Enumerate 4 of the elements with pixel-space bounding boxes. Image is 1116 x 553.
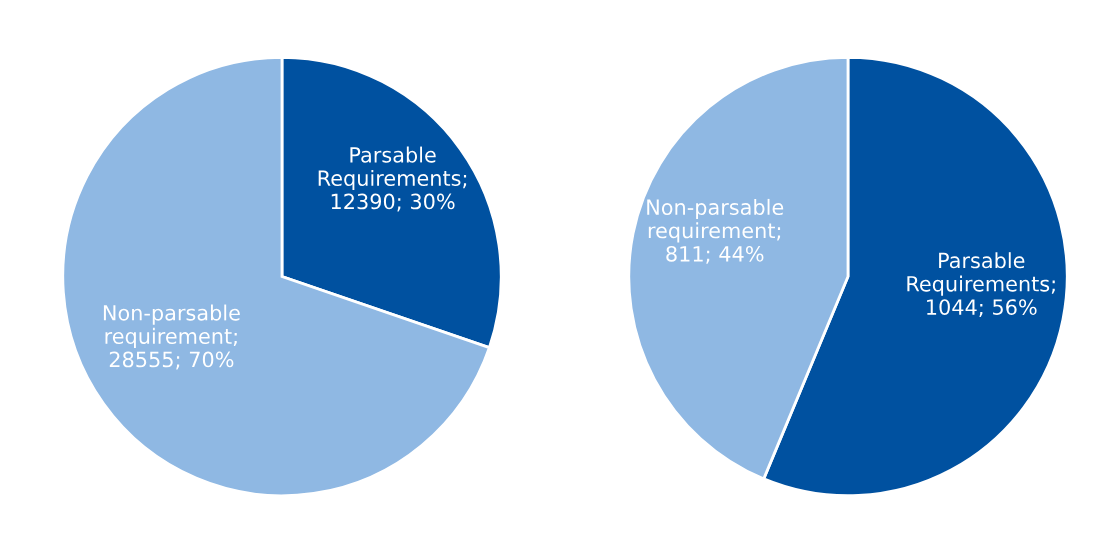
- slice-label: Parsable Requirements; 12390; 30%: [318, 146, 467, 212]
- slice-label: Non-parsable requirement; 811; 44%: [647, 198, 784, 264]
- slice-label: Non-parsable requirement; 28555; 70%: [103, 304, 240, 370]
- slice-label: Parsable Requirements; 1044; 56%: [907, 252, 1055, 318]
